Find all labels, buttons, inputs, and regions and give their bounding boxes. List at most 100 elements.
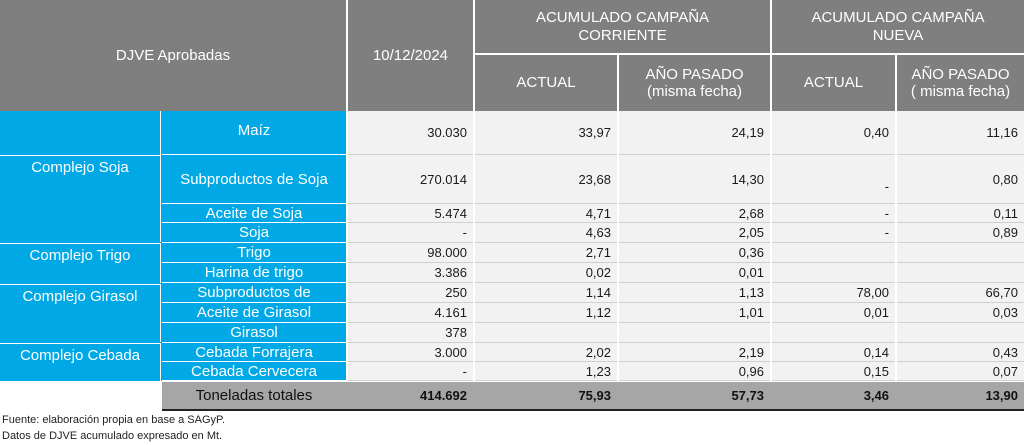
current-actual: 4,71 [475, 204, 617, 223]
group-trigo: Complejo Trigo [0, 243, 161, 283]
current-actual: 23,68 [475, 155, 617, 204]
product-cell: Girasol [162, 323, 346, 343]
col-prev-current-line1: AÑO PASADO [645, 65, 744, 83]
new-prev: 0,43 [897, 343, 1024, 362]
header-col-prev-new: AÑO PASADO ( misma fecha) [897, 55, 1024, 111]
totals-new-prev: 13,90 [897, 382, 1024, 409]
new-actual: 0,40 [772, 111, 895, 155]
current-prev: 2,05 [619, 223, 770, 243]
divider [346, 111, 348, 409]
divider [895, 111, 897, 381]
date-value: 98.000 [348, 243, 473, 263]
new-actual: 0,15 [772, 362, 895, 381]
new-actual: 0,14 [772, 343, 895, 362]
current-prev: 0,01 [619, 263, 770, 283]
header-date-cell: 10/12/2024 [348, 0, 473, 111]
divider [617, 111, 619, 381]
group-cebada: Complejo Cebada [0, 343, 161, 381]
header-col-actual-new: ACTUAL [772, 55, 895, 111]
new-actual: - [772, 204, 895, 223]
new-prev: 11,16 [897, 111, 1024, 155]
header-col-prev-current: AÑO PASADO (misma fecha) [619, 55, 770, 111]
header-col-actual-current: ACTUAL [475, 55, 617, 111]
divider [770, 111, 772, 381]
date-value: 3.000 [348, 343, 473, 362]
date-value: 30.030 [348, 111, 473, 155]
product-cell: Cebada Cervecera [162, 362, 346, 381]
current-prev: 1,01 [619, 303, 770, 323]
header-group-new: ACUMULADO CAMPAÑA NUEVA [772, 0, 1024, 53]
current-prev [619, 323, 770, 343]
current-actual: 2,71 [475, 243, 617, 263]
group-soja: Complejo Soja [0, 155, 161, 242]
new-prev [897, 263, 1024, 283]
current-prev: 0,96 [619, 362, 770, 381]
totals-current-prev: 57,73 [619, 382, 770, 409]
current-prev: 24,19 [619, 111, 770, 155]
new-actual: - [772, 223, 895, 243]
group-current-label: ACUMULADO CAMPAÑA CORRIENTE [535, 9, 710, 44]
col-prev-new-line2: ( misma fecha) [910, 83, 1011, 100]
new-prev: 0,89 [897, 223, 1024, 243]
new-prev: 0,11 [897, 204, 1024, 223]
current-prev: 0,36 [619, 243, 770, 263]
new-prev: 0,80 [897, 155, 1024, 204]
group-trigo-label: Complejo Trigo [29, 247, 131, 264]
current-prev: 1,13 [619, 283, 770, 303]
totals-current-actual: 75,93 [475, 382, 617, 409]
header-group-current: ACUMULADO CAMPAÑA CORRIENTE [475, 0, 770, 53]
date-value: 378 [348, 323, 473, 343]
current-actual: 1,12 [475, 303, 617, 323]
table-title: DJVE Aprobadas [115, 46, 231, 64]
date-value: - [348, 362, 473, 381]
col-actual-current-label: ACTUAL [516, 74, 576, 92]
date-value: 270.014 [348, 155, 473, 204]
current-actual [475, 323, 617, 343]
new-prev [897, 323, 1024, 343]
product-cell: Cebada Forrajera [162, 343, 346, 362]
current-prev: 14,30 [619, 155, 770, 204]
group-cebada-label: Complejo Cebada [19, 347, 141, 364]
current-actual: 1,23 [475, 362, 617, 381]
product-cell: Soja [162, 223, 346, 243]
new-actual: 0,01 [772, 303, 895, 323]
header-title-cell: DJVE Aprobadas [0, 0, 346, 111]
date-value: 5.474 [348, 204, 473, 223]
group-soja-label: Complejo Soja [31, 159, 129, 176]
product-cell: Harina de trigo [162, 263, 346, 283]
date-value: 250 [348, 283, 473, 303]
product-cell: Subproductos de [162, 283, 346, 303]
current-actual: 1,14 [475, 283, 617, 303]
current-prev: 2,19 [619, 343, 770, 362]
divider [473, 111, 475, 381]
new-actual: 78,00 [772, 283, 895, 303]
new-actual: - [772, 155, 895, 204]
new-prev: 0,03 [897, 303, 1024, 323]
col-prev-new-line1: AÑO PASADO [911, 65, 1010, 83]
col-actual-new-label: ACTUAL [803, 74, 864, 92]
current-actual: 33,97 [475, 111, 617, 155]
data-area [348, 111, 1024, 381]
new-actual [772, 323, 895, 343]
product-cell: Subproductos de Soja [162, 155, 346, 204]
totals-label: Toneladas totales [195, 387, 313, 404]
current-actual: 2,02 [475, 343, 617, 362]
date-value: - [348, 223, 473, 243]
product-cell: Trigo [162, 243, 346, 263]
date-value: 3.386 [348, 263, 473, 283]
group-girasol: Complejo Girasol [0, 284, 161, 342]
current-actual: 4,63 [475, 223, 617, 243]
totals-underline [162, 409, 1024, 411]
group-maiz-blank [0, 111, 161, 155]
totals-date-value: 414.692 [348, 382, 473, 409]
new-actual [772, 263, 895, 283]
col-prev-current-line2: (misma fecha) [646, 83, 743, 100]
product-cell: Aceite de Soja [162, 204, 346, 223]
source-note: Fuente: elaboración propia en base a SAG… [2, 414, 226, 426]
current-prev: 2,68 [619, 204, 770, 223]
date-value: 4.161 [348, 303, 473, 323]
group-girasol-label: Complejo Girasol [22, 288, 138, 305]
current-actual: 0,02 [475, 263, 617, 283]
new-prev: 66,70 [897, 283, 1024, 303]
report-date: 10/12/2024 [372, 46, 449, 64]
